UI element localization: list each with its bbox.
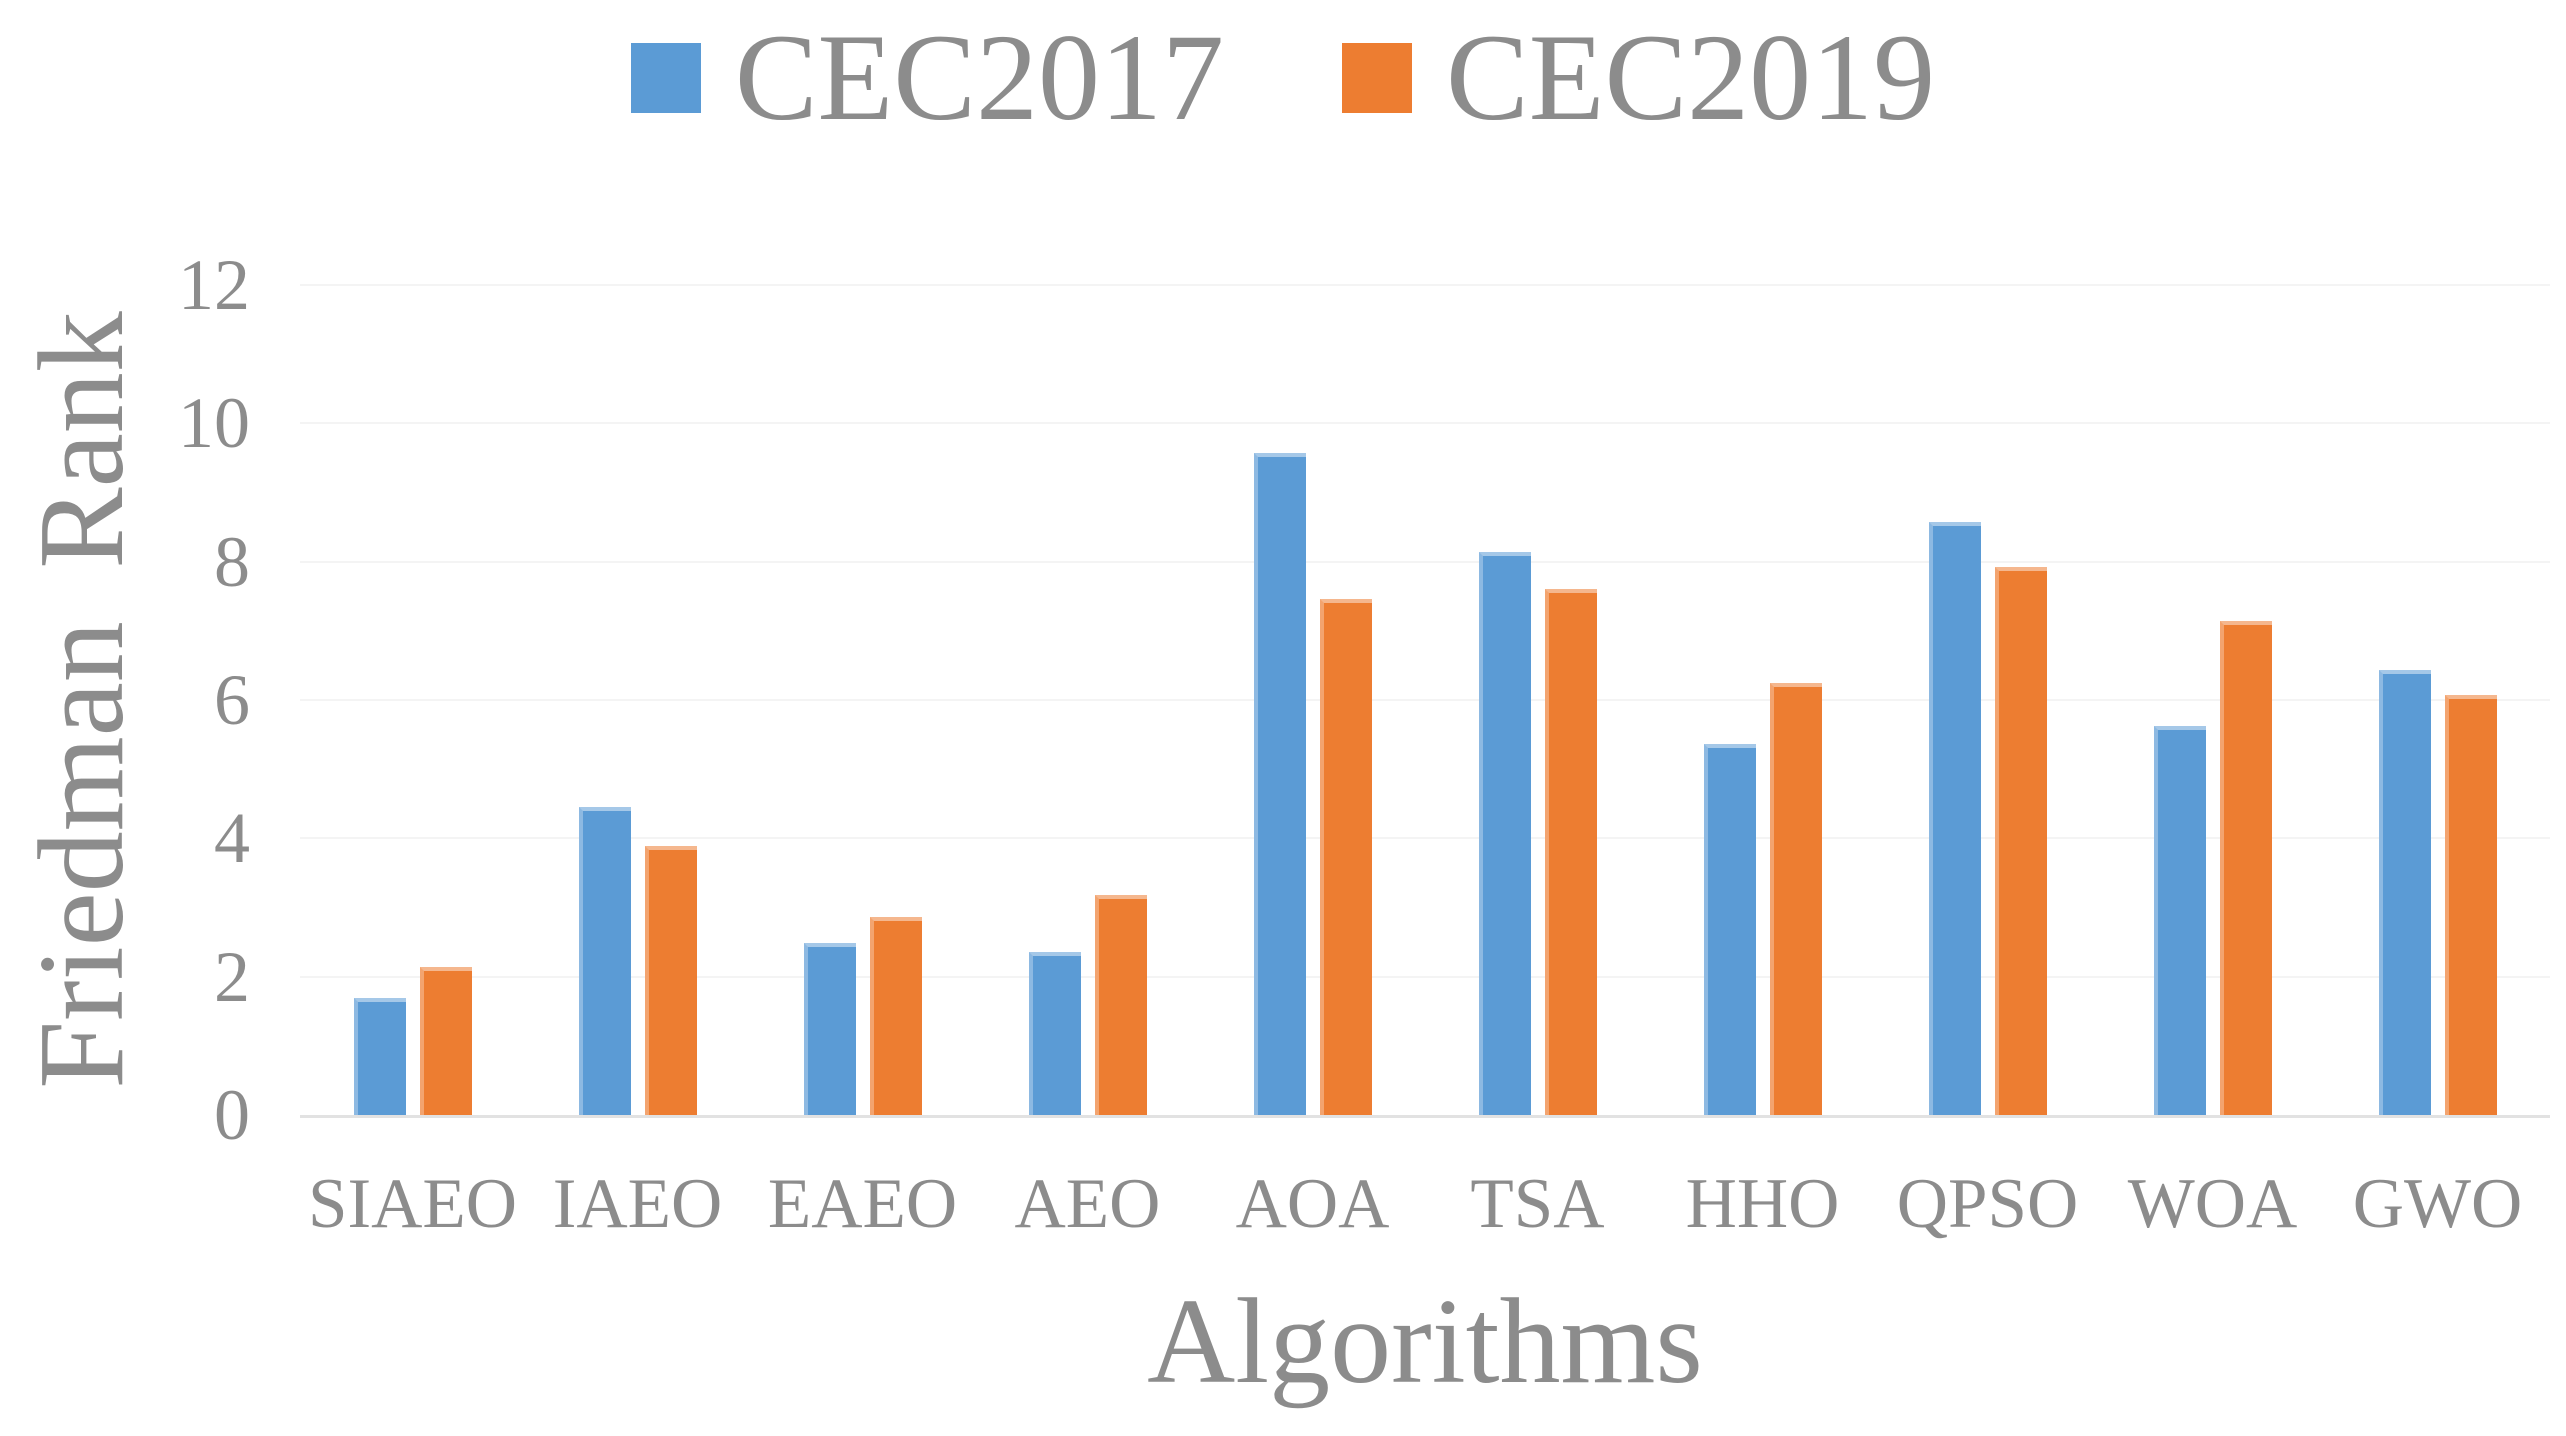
y-tick-label-8: 8 bbox=[214, 521, 250, 602]
bar-cec2017-aeo bbox=[1028, 952, 1081, 1115]
bar-cec2017-aoa bbox=[1253, 453, 1306, 1115]
bar-cec2017-tsa bbox=[1478, 551, 1531, 1115]
x-category-label-aoa: AOA bbox=[1235, 1165, 1390, 1243]
x-category-label-qpso: QPSO bbox=[1896, 1165, 2079, 1243]
bar-cec2019-siaeo bbox=[419, 966, 472, 1115]
bar-cec2019-gwo bbox=[2444, 695, 2497, 1115]
y-tick-label-2: 2 bbox=[214, 936, 250, 1017]
gridline-y-2 bbox=[300, 975, 2550, 978]
gridline-y-12 bbox=[300, 284, 2550, 286]
gridline-y-8 bbox=[300, 560, 2550, 563]
gridline-y-6 bbox=[300, 699, 2550, 701]
x-category-label-tsa: TSA bbox=[1470, 1165, 1605, 1243]
y-tick-label-12: 12 bbox=[178, 245, 250, 325]
gridline-y-10 bbox=[300, 422, 2550, 425]
plot-area bbox=[300, 284, 2550, 1118]
bar-cec2019-tsa bbox=[1544, 588, 1597, 1115]
legend-swatch-icon bbox=[1342, 43, 1412, 113]
y-tick-label-10: 10 bbox=[178, 383, 250, 464]
bar-cec2017-qpso bbox=[1928, 522, 1981, 1115]
bar-cec2017-gwo bbox=[2378, 669, 2431, 1115]
bar-cec2017-eaeo bbox=[803, 942, 856, 1115]
y-tick-label-4: 4 bbox=[214, 798, 250, 879]
x-category-label-aeo: AEO bbox=[1014, 1165, 1161, 1243]
gridline-y-4 bbox=[300, 837, 2550, 840]
bar-cec2019-aoa bbox=[1319, 599, 1372, 1115]
bar-cec2017-hho bbox=[1703, 744, 1756, 1115]
x-category-label-siaeo: SIAEO bbox=[307, 1165, 518, 1243]
legend: CEC2017 CEC2019 bbox=[0, 16, 2566, 140]
x-category-label-iaeo: IAEO bbox=[552, 1165, 723, 1243]
x-category-label-gwo: GWO bbox=[2352, 1165, 2523, 1243]
bar-cec2017-iaeo bbox=[578, 807, 631, 1115]
legend-item-cec2019: CEC2019 bbox=[1342, 16, 1935, 140]
x-category-label-eaeo: EAEO bbox=[767, 1165, 958, 1243]
legend-item-cec2017: CEC2017 bbox=[630, 9, 1224, 146]
bar-cec2017-siaeo bbox=[353, 998, 406, 1115]
y-tick-label-0: 0 bbox=[214, 1075, 250, 1155]
x-category-label-woa: WOA bbox=[2127, 1165, 2298, 1243]
legend-label: CEC2019 bbox=[1446, 9, 1936, 146]
legend-swatch-icon bbox=[630, 43, 701, 113]
bar-cec2017-woa bbox=[2153, 726, 2206, 1115]
x-axis-title: Algorithms bbox=[1147, 1274, 1703, 1409]
bar-cec2019-woa bbox=[2219, 621, 2272, 1115]
legend-label: CEC2017 bbox=[734, 9, 1224, 146]
bar-cec2019-qpso bbox=[1994, 566, 2047, 1115]
x-category-label-hho: HHO bbox=[1685, 1165, 1840, 1243]
bar-cec2019-hho bbox=[1769, 682, 1822, 1115]
y-tick-label-6: 6 bbox=[214, 660, 250, 740]
bar-cec2019-iaeo bbox=[644, 845, 697, 1115]
bar-cec2019-eaeo bbox=[869, 917, 922, 1115]
bar-cec2019-aeo bbox=[1094, 895, 1147, 1115]
